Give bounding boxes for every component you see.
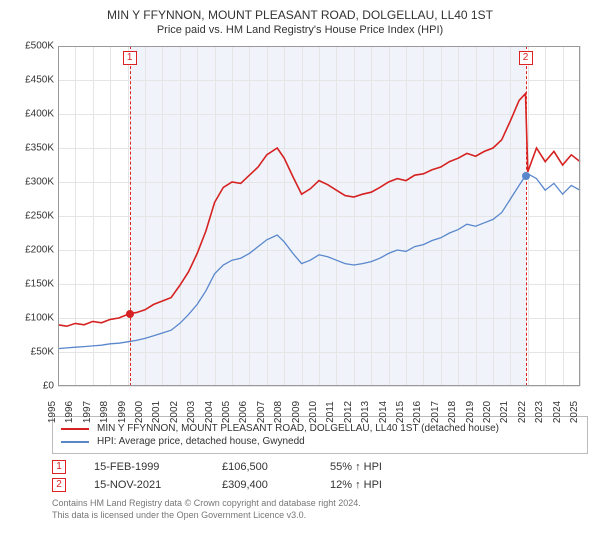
y-tick-label: £450K <box>12 75 54 86</box>
footer-line-1: Contains HM Land Registry data © Crown c… <box>52 498 588 510</box>
chart-title: MIN Y FFYNNON, MOUNT PLEASANT ROAD, DOLG… <box>12 8 588 22</box>
legend-row-2: HPI: Average price, detached house, Gwyn… <box>61 435 579 448</box>
x-tick-label: 2022 <box>517 401 528 423</box>
x-tick-label: 2019 <box>465 401 476 423</box>
y-tick-label: £150K <box>12 279 54 290</box>
x-tick-label: 1998 <box>99 401 110 423</box>
sale-pct: 12% ↑ HPI <box>330 479 382 491</box>
legend-swatch-1 <box>61 428 89 430</box>
chart-area: £0 £50K £100K £150K £200K £250K £300K £350K £400… <box>12 42 588 412</box>
sale-date: 15-NOV-2021 <box>94 479 194 491</box>
plot: 12 <box>58 46 580 386</box>
x-tick-label: 2015 <box>395 401 406 423</box>
legend-row-1: MIN Y FFYNNON, MOUNT PLEASANT ROAD, DOLG… <box>61 422 579 435</box>
x-tick-label: 2020 <box>482 401 493 423</box>
sale-price: £309,400 <box>222 479 302 491</box>
marker-vline-2 <box>526 46 527 386</box>
y-tick-label: £200K <box>12 245 54 256</box>
x-tick-label: 1996 <box>64 401 75 423</box>
y-tick-label: £250K <box>12 211 54 222</box>
gridline-h <box>58 386 580 387</box>
x-tick-label: 2001 <box>151 401 162 423</box>
x-tick-label: 2017 <box>430 401 441 423</box>
x-tick-label: 2007 <box>256 401 267 423</box>
footer: Contains HM Land Registry data © Crown c… <box>12 494 588 521</box>
legend-swatch-2 <box>61 441 89 443</box>
x-tick-label: 2021 <box>499 401 510 423</box>
y-tick-label: £350K <box>12 143 54 154</box>
series-subject_property <box>58 94 580 327</box>
x-tick-label: 2011 <box>325 401 336 423</box>
x-tick-label: 2008 <box>273 401 284 423</box>
y-tick-label: £300K <box>12 177 54 188</box>
y-tick-label: £0 <box>12 381 54 392</box>
x-tick-label: 2009 <box>291 401 302 423</box>
marker-dot-1 <box>126 310 134 318</box>
x-tick-label: 2014 <box>378 401 389 423</box>
sale-price: £106,500 <box>222 461 302 473</box>
gridline-v <box>580 46 581 386</box>
sale-pct: 55% ↑ HPI <box>330 461 382 473</box>
chart-lines <box>58 46 580 386</box>
marker-box-2: 2 <box>519 51 533 65</box>
y-tick-label: £50K <box>12 347 54 358</box>
marker-box-1: 1 <box>123 51 137 65</box>
x-tick-label: 2002 <box>169 401 180 423</box>
sale-marker-1: 1 <box>52 460 66 474</box>
x-tick-label: 2006 <box>238 401 249 423</box>
x-tick-label: 2013 <box>360 401 371 423</box>
x-tick-label: 2025 <box>569 401 580 423</box>
sale-row-1: 1 15-FEB-1999 £106,500 55% ↑ HPI <box>12 458 588 476</box>
x-tick-label: 2003 <box>186 401 197 423</box>
x-tick-label: 1999 <box>117 401 128 423</box>
x-tick-label: 1997 <box>82 401 93 423</box>
y-tick-label: £100K <box>12 313 54 324</box>
marker-dot-2 <box>522 172 530 180</box>
sale-row-2: 2 15-NOV-2021 £309,400 12% ↑ HPI <box>12 476 588 494</box>
x-tick-label: 2023 <box>534 401 545 423</box>
x-tick-label: 2018 <box>447 401 458 423</box>
x-tick-label: 2005 <box>221 401 232 423</box>
legend-label-2: HPI: Average price, detached house, Gwyn… <box>97 436 305 447</box>
x-tick-label: 2012 <box>343 401 354 423</box>
x-tick-label: 2010 <box>308 401 319 423</box>
x-tick-label: 2000 <box>134 401 145 423</box>
x-tick-label: 2016 <box>412 401 423 423</box>
marker-vline-1 <box>130 46 131 386</box>
sale-date: 15-FEB-1999 <box>94 461 194 473</box>
legend-label-1: MIN Y FFYNNON, MOUNT PLEASANT ROAD, DOLG… <box>97 423 499 434</box>
x-tick-label: 2024 <box>552 401 563 423</box>
series-hpi <box>58 174 580 349</box>
x-tick-label: 2004 <box>204 401 215 423</box>
footer-line-2: This data is licensed under the Open Gov… <box>52 510 588 522</box>
sale-marker-2: 2 <box>52 478 66 492</box>
chart-subtitle: Price paid vs. HM Land Registry's House … <box>12 24 588 36</box>
x-tick-label: 1995 <box>47 401 58 423</box>
y-tick-label: £500K <box>12 41 54 52</box>
y-tick-label: £400K <box>12 109 54 120</box>
